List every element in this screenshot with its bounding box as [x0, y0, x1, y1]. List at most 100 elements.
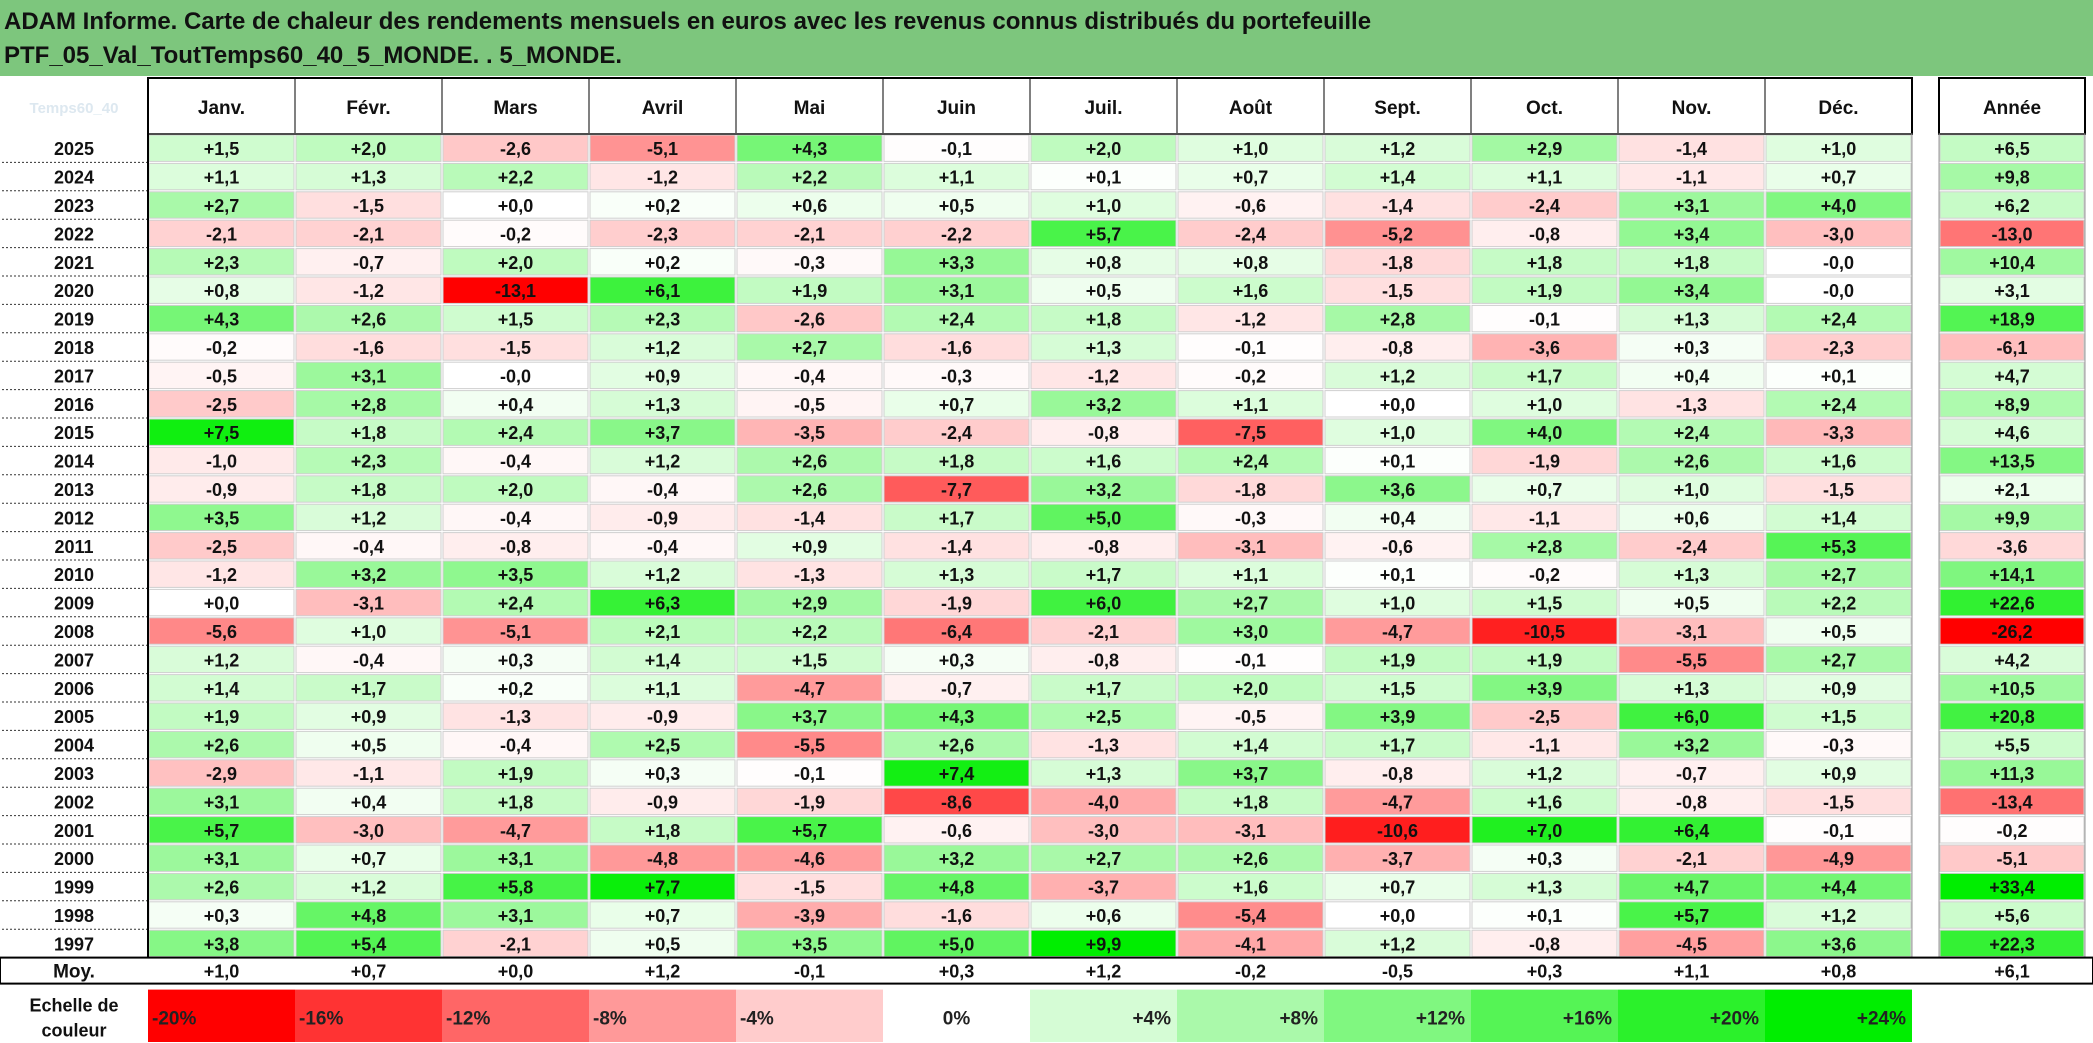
cell-value: +0,7 [1380, 878, 1416, 898]
heatmap-cell [295, 588, 442, 617]
cell-value: +3,2 [1674, 736, 1710, 756]
cell-value: +3,5 [792, 934, 828, 954]
cell-value: +3,3 [939, 253, 975, 273]
cell-value: -0,4 [500, 508, 531, 528]
heatmap-cell [442, 588, 589, 617]
cell-value: -2,4 [1235, 224, 1266, 244]
cell-value: +1,5 [204, 139, 240, 159]
heatmap-cell [1765, 333, 1912, 361]
heatmap-cell [1030, 929, 1177, 958]
heatmap-cell [1177, 674, 1324, 702]
row-year-label: 2019 [54, 310, 94, 330]
heatmap-cell [148, 588, 295, 617]
cell-value: +5,0 [1086, 508, 1122, 528]
heatmap-cell [1177, 730, 1324, 759]
cell-value: -1,4 [941, 537, 972, 557]
heatmap-cell [295, 219, 442, 248]
heatmap-cell [1030, 390, 1177, 418]
annual-cell [1939, 390, 2085, 418]
heatmap-cell [1471, 162, 1618, 191]
heatmap-cell [148, 162, 295, 191]
cell-value: -0,2 [206, 338, 237, 358]
cell-value: +2,7 [792, 338, 828, 358]
cell-value: +0,7 [645, 906, 681, 926]
cell-value: +0,6 [1086, 906, 1122, 926]
cell-value: +7,5 [204, 423, 240, 443]
cell-value: +1,9 [1380, 650, 1416, 670]
cell-value: +1,2 [1380, 934, 1416, 954]
color-scale-label: -16% [299, 1009, 343, 1030]
annual-cell [1939, 730, 2085, 759]
cell-value: -1,0 [206, 452, 237, 472]
color-scale-swatch [1765, 989, 1912, 1042]
cell-value: +3,2 [939, 849, 975, 869]
heatmap-cell [1177, 276, 1324, 304]
heatmap-cell [1177, 759, 1324, 787]
heatmap-cell [883, 333, 1030, 361]
heatmap-cell [1765, 674, 1912, 702]
heatmap-cell [295, 816, 442, 844]
heatmap-cell [1765, 730, 1912, 759]
heatmap-cell [736, 532, 883, 560]
heatmap-cell [1030, 759, 1177, 787]
cell-value: -1,4 [794, 508, 825, 528]
heatmap-cell [883, 617, 1030, 645]
heatmap-cell [1177, 361, 1324, 390]
row-year-label: 2002 [54, 792, 94, 812]
heatmap-cell [1324, 645, 1471, 674]
cell-value: +0,0 [1380, 395, 1416, 415]
cell-value: -0,8 [500, 537, 531, 557]
cell-value: +0,9 [351, 707, 387, 727]
month-header-1: Févr. [346, 98, 390, 119]
heatmap-cell [1618, 162, 1765, 191]
row-year-label: 2006 [54, 679, 94, 699]
cell-value: +2,8 [1380, 310, 1416, 330]
cell-value: +1,3 [1086, 338, 1122, 358]
cell-value: +0,2 [645, 196, 681, 216]
heatmap-cell [736, 333, 883, 361]
heatmap-cell [1030, 361, 1177, 390]
heatmap-cell [589, 844, 736, 872]
average-value: +0,3 [1527, 962, 1563, 982]
heatmap-cell [1030, 816, 1177, 844]
cell-value: +3,2 [1086, 395, 1122, 415]
cell-value: -0,4 [647, 537, 678, 557]
cell-value: -0,9 [647, 508, 678, 528]
cell-value: +2,2 [498, 168, 534, 188]
month-header-5: Juin [937, 98, 976, 119]
cell-value: -0,5 [1235, 707, 1266, 727]
heatmap-cell [1030, 248, 1177, 276]
heatmap-cell [442, 844, 589, 872]
heatmap-cell [1618, 361, 1765, 390]
heatmap-cell [589, 787, 736, 816]
cell-value: -1,8 [1382, 253, 1413, 273]
row-year-label: 1999 [54, 878, 94, 898]
heatmap-cell [589, 333, 736, 361]
heatmap-cell [1618, 702, 1765, 730]
heatmap-cell [1324, 418, 1471, 446]
cell-value: +6,0 [1086, 594, 1122, 614]
color-scale-label-1: Echelle de [29, 996, 118, 1016]
cell-value: -0,1 [1823, 821, 1854, 841]
heatmap-cell [883, 560, 1030, 588]
heatmap-cell [148, 390, 295, 418]
heatmap-cell [589, 418, 736, 446]
heatmap-cell [589, 503, 736, 532]
cell-value: -3,0 [1823, 224, 1854, 244]
heatmap-cell [589, 816, 736, 844]
cell-value: -1,6 [941, 906, 972, 926]
heatmap-cell [1030, 872, 1177, 901]
heatmap-cell [1618, 390, 1765, 418]
annual-value: +13,5 [1989, 452, 2035, 472]
cell-value: +1,1 [204, 168, 240, 188]
heatmap-cell [1030, 730, 1177, 759]
average-value: +1,0 [204, 962, 240, 982]
annual-cell [1939, 475, 2085, 503]
heatmap-cell [589, 674, 736, 702]
heatmap-cell [148, 702, 295, 730]
row-year-label: 2013 [54, 480, 94, 500]
heatmap-cell [148, 503, 295, 532]
heatmap-cell [442, 816, 589, 844]
annual-value: +22,6 [1989, 594, 2035, 614]
heatmap-cell [1471, 816, 1618, 844]
